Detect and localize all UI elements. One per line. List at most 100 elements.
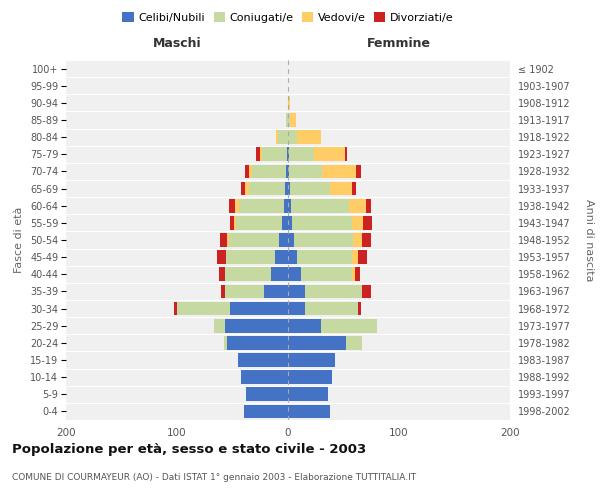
Bar xyxy=(288,268,301,281)
Bar xyxy=(238,353,288,367)
Bar xyxy=(214,319,225,332)
Bar xyxy=(260,148,262,161)
Bar xyxy=(301,268,352,281)
Bar xyxy=(249,182,284,196)
Bar xyxy=(230,216,233,230)
Bar xyxy=(289,148,314,161)
Bar xyxy=(346,336,362,349)
Bar xyxy=(288,336,346,349)
Bar xyxy=(221,284,225,298)
Bar xyxy=(225,284,263,298)
Bar xyxy=(225,319,288,332)
Bar xyxy=(322,164,356,178)
Bar xyxy=(245,182,249,196)
Text: Femmine: Femmine xyxy=(367,36,431,50)
Bar xyxy=(229,233,279,247)
Bar xyxy=(292,199,349,212)
Bar xyxy=(288,250,297,264)
Bar xyxy=(290,113,296,127)
Bar xyxy=(288,130,297,144)
Bar xyxy=(344,148,347,161)
Y-axis label: Anni di nascita: Anni di nascita xyxy=(584,198,595,281)
Bar xyxy=(177,302,230,316)
Bar xyxy=(297,130,322,144)
Bar xyxy=(244,404,288,418)
Bar xyxy=(293,233,353,247)
Bar xyxy=(330,182,352,196)
Bar xyxy=(288,113,290,127)
Bar xyxy=(220,233,227,247)
Bar xyxy=(275,250,288,264)
Bar xyxy=(358,250,367,264)
Bar xyxy=(288,302,305,316)
Bar xyxy=(263,284,288,298)
Bar xyxy=(227,336,288,349)
Bar xyxy=(233,216,236,230)
Bar xyxy=(305,284,362,298)
Bar xyxy=(225,268,271,281)
Bar xyxy=(356,164,361,178)
Y-axis label: Fasce di età: Fasce di età xyxy=(14,207,25,273)
Bar xyxy=(288,148,289,161)
Legend: Celibi/Nubili, Coniugati/e, Vedovi/e, Divorziati/e: Celibi/Nubili, Coniugati/e, Vedovi/e, Di… xyxy=(118,8,458,28)
Bar xyxy=(286,164,288,178)
Bar xyxy=(349,199,366,212)
Text: COMUNE DI COURMAYEUR (AO) - Dati ISTAT 1° gennaio 2003 - Elaborazione TUTTITALIA: COMUNE DI COURMAYEUR (AO) - Dati ISTAT 1… xyxy=(12,472,416,482)
Bar xyxy=(241,182,245,196)
Bar xyxy=(362,284,371,298)
Bar xyxy=(230,302,288,316)
Bar xyxy=(224,336,227,349)
Bar xyxy=(288,404,330,418)
Bar xyxy=(217,250,226,264)
Bar xyxy=(288,284,305,298)
Bar xyxy=(288,353,335,367)
Bar xyxy=(284,199,288,212)
Bar xyxy=(284,182,288,196)
Bar xyxy=(283,216,288,230)
Bar xyxy=(288,199,292,212)
Bar xyxy=(288,319,322,332)
Bar xyxy=(219,268,225,281)
Bar xyxy=(358,302,361,316)
Bar xyxy=(322,319,377,332)
Bar xyxy=(279,233,288,247)
Bar xyxy=(288,388,328,401)
Bar xyxy=(287,148,288,161)
Bar xyxy=(262,148,287,161)
Bar xyxy=(226,250,275,264)
Bar xyxy=(227,233,229,247)
Bar xyxy=(249,164,253,178)
Bar xyxy=(362,233,371,247)
Bar xyxy=(305,302,358,316)
Text: Maschi: Maschi xyxy=(152,36,202,50)
Bar xyxy=(286,113,288,127)
Bar xyxy=(276,130,278,144)
Bar xyxy=(229,199,235,212)
Bar xyxy=(236,216,283,230)
Bar xyxy=(352,268,355,281)
Bar xyxy=(355,268,360,281)
Bar xyxy=(246,388,288,401)
Bar xyxy=(353,233,362,247)
Bar xyxy=(288,216,292,230)
Bar xyxy=(366,199,371,212)
Bar xyxy=(253,164,286,178)
Bar xyxy=(289,164,322,178)
Bar xyxy=(352,182,356,196)
Bar xyxy=(352,216,364,230)
Bar xyxy=(288,233,293,247)
Bar xyxy=(288,96,290,110)
Bar xyxy=(271,268,288,281)
Bar xyxy=(173,302,177,316)
Bar xyxy=(288,370,332,384)
Bar xyxy=(364,216,373,230)
Bar xyxy=(256,148,260,161)
Bar xyxy=(235,199,239,212)
Bar xyxy=(290,182,330,196)
Bar xyxy=(245,164,249,178)
Bar xyxy=(314,148,344,161)
Bar xyxy=(278,130,288,144)
Bar xyxy=(297,250,352,264)
Bar xyxy=(239,199,284,212)
Bar xyxy=(288,164,289,178)
